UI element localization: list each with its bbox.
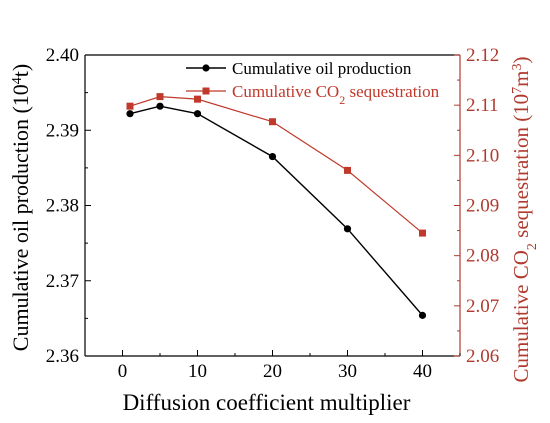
co2-sequestration-line — [129, 96, 423, 234]
oil-production-point — [268, 152, 277, 161]
right-y-tick-label: 2.10 — [466, 145, 499, 166]
co2-sequestration-point — [269, 118, 276, 126]
x-tick-label: 30 — [338, 361, 357, 382]
oil-production-point — [343, 225, 352, 233]
left-y-tick-label: 2.40 — [46, 45, 79, 66]
legend-co2-marker — [202, 87, 210, 95]
right-y-tick-label: 2.07 — [466, 296, 499, 317]
legend: Cumulative oil production Cumulative CO2 … — [186, 59, 440, 107]
legend-co2-label: Cumulative CO2 sequestration — [232, 82, 440, 107]
oil-production-point — [156, 102, 164, 110]
oil-production-line — [129, 105, 424, 316]
right-y-tick-label: 2.06 — [466, 346, 499, 367]
co2-sequestration-point — [344, 166, 351, 174]
left-y-tick-label: 2.38 — [46, 196, 79, 217]
x-axis-label: Diffusion coefficient multiplier — [123, 390, 411, 415]
right-y-tick-label: 2.12 — [466, 45, 499, 66]
co2-sequestration-point — [194, 95, 201, 103]
left-y-axis-label: Cumulative oil production (104t) — [8, 64, 33, 351]
right-y-tick-label: 2.09 — [466, 196, 499, 217]
left-y-tick-label: 2.39 — [46, 120, 79, 141]
co2-sequestration-point — [156, 93, 164, 101]
legend-oil-marker — [202, 64, 210, 72]
right-y-tick-label: 2.11 — [466, 95, 499, 116]
left-y-tick-label: 2.37 — [46, 271, 79, 292]
oil-production-point — [418, 311, 427, 319]
x-tick-label: 10 — [188, 361, 207, 382]
right-y-axis-label: Cumulative CO2 sequestration (107m3) — [509, 56, 540, 382]
x-tick-label: 20 — [263, 361, 282, 382]
oil-production-point — [193, 110, 202, 118]
x-tick-label: 40 — [413, 361, 432, 382]
x-tick-label: 0 — [118, 361, 128, 382]
oil-production-point — [126, 110, 134, 118]
co2-sequestration-point — [419, 229, 426, 237]
right-y-tick-label: 2.08 — [466, 246, 499, 267]
co2-sequestration-point — [126, 102, 134, 110]
left-y-tick-label: 2.36 — [46, 346, 79, 367]
legend-oil-label: Cumulative oil production — [232, 59, 412, 78]
